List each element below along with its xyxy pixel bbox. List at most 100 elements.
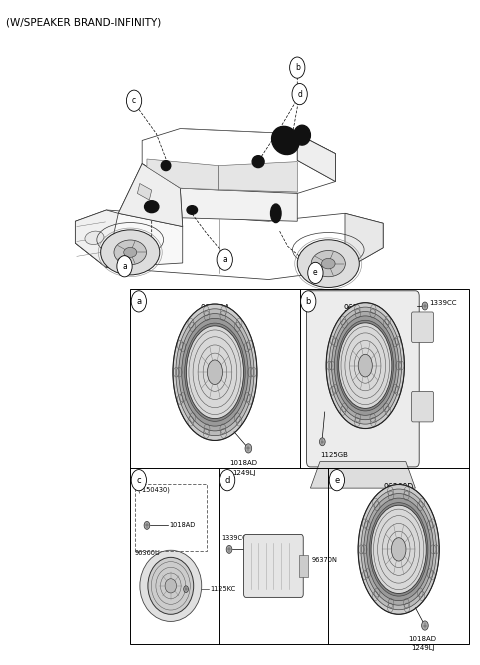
Ellipse shape [179, 314, 251, 431]
Ellipse shape [329, 307, 402, 424]
Ellipse shape [339, 323, 392, 408]
Circle shape [184, 586, 189, 593]
Ellipse shape [337, 321, 394, 411]
Polygon shape [297, 134, 336, 182]
Text: 1249LJ: 1249LJ [411, 646, 434, 652]
Ellipse shape [140, 550, 202, 621]
Ellipse shape [361, 489, 436, 610]
Polygon shape [218, 162, 297, 192]
Circle shape [144, 521, 150, 529]
Text: a: a [136, 297, 142, 306]
Bar [135, 484, 207, 551]
Text: d: d [297, 90, 302, 98]
Circle shape [422, 302, 428, 310]
Polygon shape [118, 164, 183, 227]
Text: 1339CC: 1339CC [221, 535, 247, 541]
Ellipse shape [294, 125, 311, 145]
Ellipse shape [144, 201, 159, 213]
Text: b: b [295, 63, 300, 72]
Polygon shape [75, 210, 118, 267]
Ellipse shape [161, 161, 171, 171]
Ellipse shape [173, 304, 257, 440]
Ellipse shape [364, 493, 433, 605]
Ellipse shape [114, 240, 146, 265]
Text: 96331A: 96331A [200, 304, 230, 313]
Circle shape [308, 262, 323, 283]
FancyBboxPatch shape [307, 291, 419, 467]
Text: a: a [122, 262, 127, 271]
Bar [300, 555, 308, 577]
Polygon shape [137, 184, 152, 200]
Ellipse shape [186, 326, 243, 418]
Ellipse shape [272, 126, 299, 154]
Ellipse shape [370, 503, 428, 596]
Text: e: e [313, 269, 318, 277]
Polygon shape [147, 159, 218, 190]
Circle shape [226, 545, 232, 553]
Ellipse shape [85, 231, 104, 245]
Circle shape [126, 90, 142, 111]
Polygon shape [297, 134, 336, 182]
Circle shape [320, 438, 325, 446]
FancyBboxPatch shape [411, 312, 433, 342]
Ellipse shape [297, 240, 360, 287]
Ellipse shape [391, 538, 406, 561]
Text: (W/SPEAKER BRAND-INFINITY): (W/SPEAKER BRAND-INFINITY) [6, 18, 161, 28]
Text: e: e [334, 475, 339, 485]
Circle shape [245, 444, 252, 453]
Text: 96370N: 96370N [312, 557, 337, 563]
Ellipse shape [182, 319, 248, 426]
Text: b: b [306, 297, 311, 306]
Ellipse shape [252, 156, 264, 168]
Ellipse shape [335, 316, 396, 416]
Circle shape [329, 469, 345, 491]
Ellipse shape [367, 498, 431, 600]
Polygon shape [75, 210, 383, 279]
FancyBboxPatch shape [243, 535, 303, 597]
Text: a: a [222, 255, 227, 264]
Ellipse shape [165, 579, 177, 593]
Ellipse shape [371, 505, 426, 593]
Text: c: c [132, 96, 136, 105]
Ellipse shape [322, 259, 335, 269]
Ellipse shape [332, 311, 399, 420]
Ellipse shape [326, 303, 405, 428]
Ellipse shape [176, 309, 254, 436]
Circle shape [131, 291, 146, 312]
Ellipse shape [187, 205, 198, 214]
Text: 1125KC: 1125KC [210, 586, 235, 592]
Polygon shape [311, 462, 415, 488]
Text: 1125GB: 1125GB [320, 452, 348, 458]
Ellipse shape [124, 247, 137, 257]
Circle shape [421, 621, 428, 630]
Circle shape [117, 255, 132, 277]
Text: 96360D: 96360D [384, 483, 414, 492]
Circle shape [300, 291, 316, 312]
Polygon shape [345, 213, 383, 269]
Text: 96360U: 96360U [135, 550, 161, 556]
FancyBboxPatch shape [411, 392, 433, 422]
Ellipse shape [185, 323, 245, 422]
Polygon shape [75, 213, 183, 267]
Polygon shape [142, 128, 336, 194]
Circle shape [219, 469, 235, 491]
Text: (-150430): (-150430) [137, 487, 170, 493]
Text: d: d [225, 475, 230, 485]
Ellipse shape [358, 485, 439, 614]
Text: 96371: 96371 [344, 304, 368, 313]
Bar [130, 289, 469, 644]
Ellipse shape [271, 204, 281, 223]
Ellipse shape [311, 251, 345, 277]
Text: 1339CC: 1339CC [430, 300, 457, 306]
Circle shape [131, 469, 146, 491]
Polygon shape [142, 160, 297, 221]
Circle shape [217, 249, 232, 270]
Text: 1249LJ: 1249LJ [232, 469, 255, 475]
Text: 1018AD: 1018AD [229, 460, 258, 466]
Ellipse shape [207, 360, 223, 384]
Circle shape [292, 84, 307, 104]
Text: 1018AD: 1018AD [408, 636, 436, 642]
Ellipse shape [148, 557, 194, 614]
Text: c: c [136, 475, 141, 485]
Polygon shape [118, 164, 183, 241]
